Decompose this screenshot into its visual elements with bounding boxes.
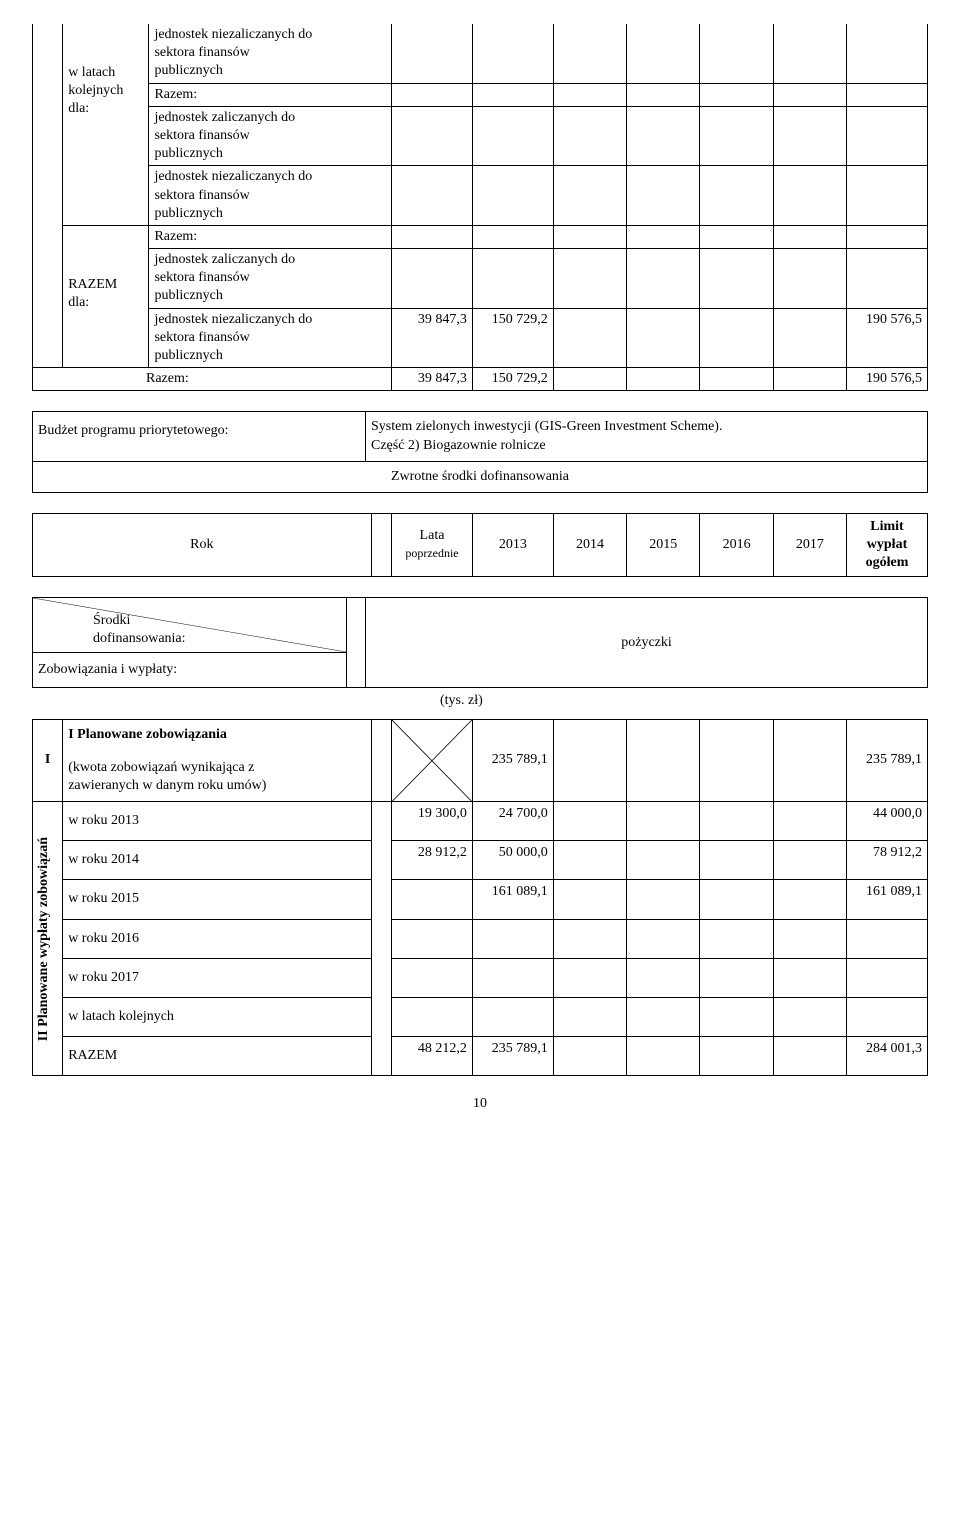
y2017: 2017 <box>773 513 846 576</box>
top-r8-label: Razem: <box>33 368 392 391</box>
top-r6-label: jednostek zaliczanych do sektora finansó… <box>149 249 392 309</box>
program-label: Budżet programu priorytetowego: <box>33 412 366 461</box>
top-r7-c1: 39 847,3 <box>392 308 473 368</box>
top-r4-label: jednostek niezaliczanych do sektora fina… <box>149 166 392 226</box>
row-2014-c2: 50 000,0 <box>472 841 553 880</box>
poprzednie-text: poprzednie <box>405 546 458 560</box>
section1-tot: 235 789,1 <box>847 719 928 802</box>
zobo-cell: Zobowiązania i wypłaty: <box>33 653 347 688</box>
row-razem-c1: 48 212,2 <box>392 1037 473 1076</box>
top-r2-label: Razem: <box>149 83 392 106</box>
row-2015-label: w roku 2015 <box>63 880 371 919</box>
section-table: I I Planowane zobowiązania 235 789,1 235… <box>32 719 928 1077</box>
row-2014-c1: 28 912,2 <box>392 841 473 880</box>
sidebar-II: II Planowane wypłaty zobowiązań <box>33 802 63 1076</box>
srodki-text: Środki <box>93 613 130 628</box>
program-value-l1: System zielonych inwestycji (GIS-Green I… <box>371 419 722 434</box>
section1-title: I Planowane zobowiązania <box>68 727 227 742</box>
y2015: 2015 <box>627 513 700 576</box>
top-r8-tot: 190 576,5 <box>847 368 928 391</box>
y2013: 2013 <box>472 513 553 576</box>
top-stub-left <box>33 24 63 368</box>
section1-val: 235 789,1 <box>472 719 553 802</box>
srodki-table: Środki dofinansowania: pożyczki Zobowiąz… <box>32 597 928 688</box>
rok-cell: Rok <box>33 513 372 576</box>
row-lat-label: w latach kolejnych <box>63 998 371 1037</box>
sidebar-II-text: II Planowane wypłaty zobowiązań <box>35 837 53 1041</box>
row-2013-label: w roku 2013 <box>63 802 371 841</box>
row-2014-tot: 78 912,2 <box>847 841 928 880</box>
zwrotne-label: Zwrotne środki dofinansowania <box>33 461 928 492</box>
row-2015-tot: 161 089,1 <box>847 880 928 919</box>
top-r8-c2: 150 729,2 <box>472 368 553 391</box>
y2014: 2014 <box>553 513 626 576</box>
top-r8-c1: 39 847,3 <box>392 368 473 391</box>
program-value: System zielonych inwestycji (GIS-Green I… <box>366 412 928 461</box>
tys-zl-label: (tys. zł) <box>440 688 928 718</box>
row-2017-label: w roku 2017 <box>63 958 371 997</box>
row-2013-c1: 19 300,0 <box>392 802 473 841</box>
row-2015-c2: 161 089,1 <box>472 880 553 919</box>
top-r7-label: jednostek niezaliczanych do sektora fina… <box>149 308 392 368</box>
top-r3-label: jednostek zaliczanych do sektora finansó… <box>149 106 392 166</box>
row-2016-label: w roku 2016 <box>63 919 371 958</box>
dof-text: dofinansowania: <box>93 631 186 646</box>
section1-cell: I Planowane zobowiązania <box>63 719 371 747</box>
row-razem-c2: 235 789,1 <box>472 1037 553 1076</box>
lata-text: Lata <box>420 528 445 543</box>
cross-icon <box>392 720 472 802</box>
row-2013-c2: 24 700,0 <box>472 802 553 841</box>
limit-cell: Limit wypłat ogółem <box>847 513 928 576</box>
y2016: 2016 <box>700 513 773 576</box>
top-col1-a: w latach kolejnych dla: <box>63 24 149 225</box>
top-col1-b: RAZEM dla: <box>63 225 149 367</box>
rok-header-table: Rok Lata poprzednie 2013 2014 2015 2016 … <box>32 513 928 577</box>
row-razem-label: RAZEM <box>63 1037 371 1076</box>
row-2013-tot: 44 000,0 <box>847 802 928 841</box>
top-r7-c2: 150 729,2 <box>472 308 553 368</box>
top-r5-label: Razem: <box>149 225 392 248</box>
tys-table: (tys. zł) <box>32 688 928 718</box>
roman-I: I <box>33 719 63 802</box>
section1-sub: (kwota zobowiązań wynikająca z zawierany… <box>63 747 371 802</box>
top-table: w latach kolejnych dla: jednostek niezal… <box>32 24 928 391</box>
pozyczki-cell: pożyczki <box>366 598 928 688</box>
program-value-l2: Część 2) Biogazownie rolnicze <box>371 438 546 453</box>
lata-cell: Lata poprzednie <box>392 513 473 576</box>
program-row-table: Budżet programu priorytetowego: System z… <box>32 411 928 493</box>
cross-cell <box>392 719 473 802</box>
top-r1-label: jednostek niezaliczanych do sektora fina… <box>149 24 392 83</box>
page-number: 10 <box>32 1096 928 1112</box>
top-r7-tot: 190 576,5 <box>847 308 928 368</box>
row-razem-tot: 284 001,3 <box>847 1037 928 1076</box>
row-2014-label: w roku 2014 <box>63 841 371 880</box>
triangle-cell: Środki dofinansowania: <box>33 598 347 653</box>
